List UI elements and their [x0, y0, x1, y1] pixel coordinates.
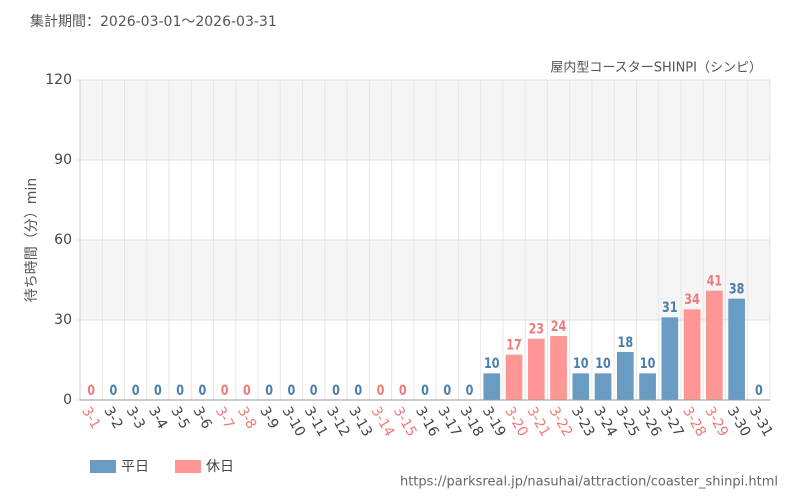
data-label: 0 — [421, 382, 429, 399]
chart-title: 集計期間：2026-03-01～2026-03-31 — [30, 13, 277, 30]
data-label: 17 — [506, 336, 522, 353]
data-label: 0 — [132, 382, 140, 399]
data-label: 10 — [484, 355, 500, 372]
data-label: 0 — [265, 382, 273, 399]
data-label: 10 — [573, 355, 589, 372]
y-tick-label: 120 — [45, 72, 72, 88]
data-label: 41 — [707, 272, 723, 289]
data-label: 0 — [354, 382, 362, 399]
source-url: https://parksreal.jp/nasuhai/attraction/… — [400, 475, 778, 490]
data-label: 10 — [595, 355, 611, 372]
y-axis-label: 待ち時間（分）min — [24, 178, 40, 302]
bar — [527, 338, 545, 400]
y-tick-label: 30 — [54, 312, 72, 328]
legend-swatch — [90, 460, 116, 473]
grid-band — [80, 240, 770, 320]
legend-swatch — [175, 460, 201, 473]
data-label: 10 — [640, 355, 656, 372]
legend-label: 休日 — [206, 459, 234, 475]
y-tick-label: 60 — [54, 232, 72, 248]
bar — [594, 373, 612, 400]
x-tick-label: 3-9 — [256, 404, 281, 432]
data-label: 0 — [466, 382, 474, 399]
grid-band — [80, 80, 770, 160]
x-tick-label: 3-1 — [78, 404, 103, 432]
data-label: 0 — [377, 382, 385, 399]
data-label: 18 — [618, 334, 634, 351]
data-label: 0 — [288, 382, 296, 399]
data-label: 0 — [243, 382, 251, 399]
bar — [572, 373, 590, 400]
x-tick-label: 3-4 — [145, 404, 170, 432]
bar — [706, 290, 723, 400]
data-label: 0 — [310, 382, 318, 399]
data-label: 0 — [332, 382, 340, 399]
data-label: 24 — [551, 318, 567, 335]
x-tick-label: 3-5 — [167, 404, 192, 432]
data-label: 0 — [221, 382, 229, 399]
bar — [616, 352, 634, 400]
bar — [639, 373, 656, 400]
data-label: 0 — [443, 382, 451, 399]
data-label: 0 — [755, 382, 763, 399]
bar — [683, 309, 701, 400]
legend-label: 平日 — [121, 459, 149, 475]
data-label: 0 — [109, 382, 117, 399]
chart-subtitle: 屋内型コースターSHINPI（シンピ） — [550, 60, 762, 76]
data-label: 38 — [729, 280, 745, 297]
data-label: 31 — [662, 299, 678, 316]
data-label: 0 — [176, 382, 184, 399]
x-tick-label: 3-7 — [212, 404, 237, 432]
data-label: 0 — [199, 382, 207, 399]
data-label: 23 — [529, 320, 545, 337]
y-tick-label: 0 — [63, 392, 72, 408]
bar — [661, 317, 679, 400]
data-label: 34 — [684, 291, 700, 308]
bar — [505, 354, 523, 400]
data-label: 0 — [87, 382, 95, 399]
bar — [728, 298, 745, 400]
data-label: 0 — [399, 382, 407, 399]
bar — [550, 336, 567, 400]
x-tick-label: 3-31 — [746, 404, 776, 440]
x-tick-label: 3-3 — [123, 404, 148, 432]
data-label: 0 — [154, 382, 162, 399]
x-tick-label: 3-8 — [234, 404, 259, 432]
bar — [483, 373, 501, 400]
x-tick-label: 3-2 — [100, 404, 125, 432]
y-tick-label: 90 — [54, 152, 72, 168]
x-tick-label: 3-6 — [189, 404, 214, 432]
